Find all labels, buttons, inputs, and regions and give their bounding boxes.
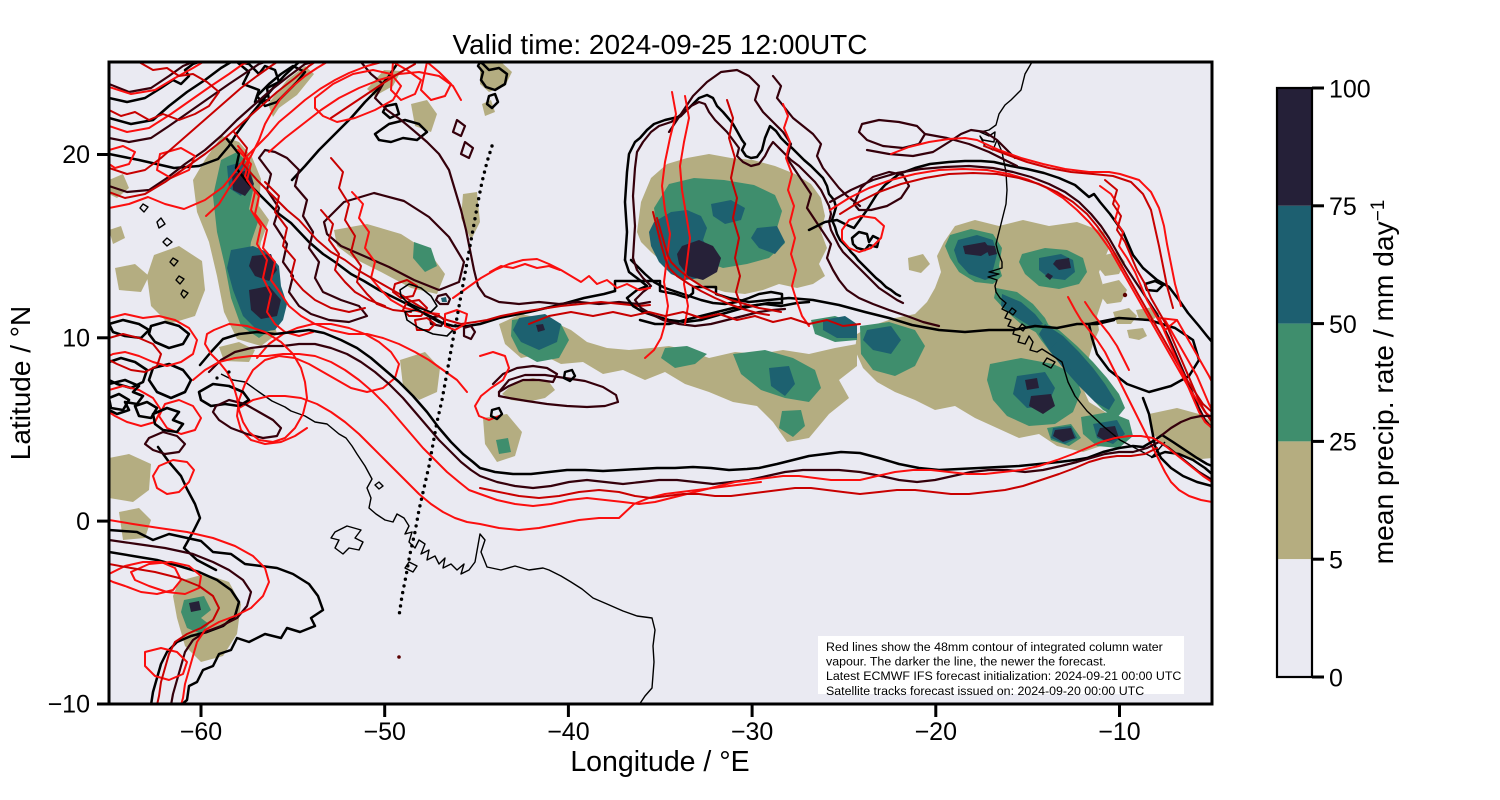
- svg-text:0: 0: [76, 508, 90, 536]
- svg-text:Satellite tracks forecast issu: Satellite tracks forecast issued on: 202…: [826, 684, 1144, 698]
- svg-text:Valid time: 2024-09-25 12:00UT: Valid time: 2024-09-25 12:00UTC: [452, 29, 867, 60]
- svg-text:20: 20: [62, 141, 90, 169]
- svg-text:10: 10: [62, 325, 90, 353]
- svg-text:−10: −10: [1098, 718, 1140, 746]
- svg-text:Longitude / °E: Longitude / °E: [570, 746, 749, 778]
- svg-text:Latitude / °N: Latitude / °N: [5, 306, 36, 460]
- svg-text:−60: −60: [180, 718, 222, 746]
- svg-text:−40: −40: [547, 718, 589, 746]
- svg-text:100: 100: [1329, 75, 1371, 103]
- svg-text:−20: −20: [915, 718, 957, 746]
- svg-text:−30: −30: [731, 718, 773, 746]
- svg-text:vapour. The darker the line, t: vapour. The darker the line, the newer t…: [826, 655, 1106, 669]
- svg-text:Latest ECMWF IFS forecast init: Latest ECMWF IFS forecast initialization…: [826, 669, 1181, 683]
- svg-text:0: 0: [1329, 664, 1343, 692]
- svg-text:−50: −50: [363, 718, 405, 746]
- svg-text:75: 75: [1329, 193, 1357, 221]
- svg-text:mean precip. rate / mm day−1: mean precip. rate / mm day−1: [1367, 200, 1399, 565]
- svg-text:Red lines show the 48mm contou: Red lines show the 48mm contour of integ…: [826, 640, 1163, 654]
- svg-text:25: 25: [1329, 429, 1357, 457]
- svg-text:50: 50: [1329, 311, 1357, 339]
- svg-text:5: 5: [1329, 547, 1343, 575]
- svg-text:−10: −10: [48, 691, 90, 719]
